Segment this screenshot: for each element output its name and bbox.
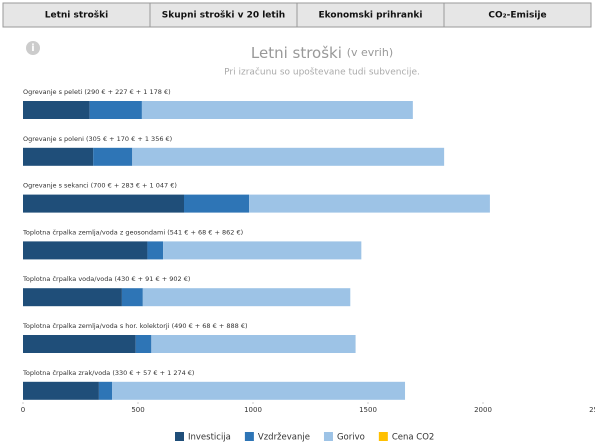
bar-segment: [151, 335, 356, 353]
legend-swatch[interactable]: [244, 432, 254, 441]
bar-segment: [23, 194, 184, 213]
category-label: Toplotna črpalka zemlja/voda z geosondam…: [22, 228, 243, 236]
info-icon[interactable]: [26, 41, 40, 55]
bar-segment: [23, 381, 99, 400]
x-tick-label: 1500: [359, 406, 377, 414]
bar-segment: [23, 241, 148, 260]
tab[interactable]: [443, 2, 592, 28]
x-tick-label: 1000: [244, 406, 262, 414]
chart-title: Letni stroški (v evrih): [251, 44, 393, 62]
legend-swatch[interactable]: [378, 432, 388, 441]
bar-segment: [89, 101, 142, 119]
chart-subtitle: Pri izračunu so upoštevane tudi subvenci…: [224, 67, 420, 78]
tab-label: Letni stroški: [45, 10, 108, 21]
tab-label: Ekonomski prihranki: [319, 11, 423, 21]
x-tick-label: 2000: [474, 406, 492, 414]
bar-segment: [249, 194, 490, 213]
bar-segment: [23, 335, 136, 353]
bar-segment: [98, 381, 113, 400]
legend-label[interactable]: Investicija: [188, 433, 231, 443]
x-tick-label: 2500: [589, 406, 595, 414]
title-main: Letni stroški: [251, 44, 342, 62]
legend-label[interactable]: Gorivo: [337, 433, 365, 443]
category-label: Ogrevanje s polenі (305 € + 170 € + 1 35…: [23, 135, 172, 143]
tab-label: Skupni stroški v 20 letih: [162, 10, 285, 21]
bar-segment: [93, 147, 133, 166]
bar-segment: [135, 335, 152, 353]
bar-segment: [141, 101, 413, 119]
legend-label[interactable]: Vzdrževanje: [258, 433, 310, 443]
bar-segment: [163, 241, 362, 260]
bar-segment: [121, 288, 143, 307]
legend-swatch[interactable]: [175, 432, 184, 441]
title-suffix: (v evrih): [347, 46, 393, 59]
category-label: Ogrevanje s peleti (290 € + 227 € + 1 17…: [23, 88, 171, 96]
bar-segment: [184, 194, 250, 213]
bar-segment: [142, 288, 351, 307]
category-label: Toplotna črpalka voda/voda (430 € + 91 €…: [22, 275, 190, 283]
bar-segment: [23, 101, 90, 119]
x-tick-label: 0: [21, 406, 25, 414]
info-glyph: i: [31, 43, 34, 54]
legend-swatch[interactable]: [323, 432, 333, 441]
bar-segment: [23, 147, 94, 166]
bar-segment: [112, 381, 406, 400]
bar-segment: [147, 241, 164, 260]
category-label: Toplotna črpalka zrak/voda (330 € + 57 €…: [22, 369, 194, 377]
category-label: Ogrevanje s sekanci (700 € + 283 € + 1 0…: [23, 182, 177, 190]
legend-label[interactable]: Cena CO2: [392, 433, 435, 443]
bar-segment: [23, 288, 122, 307]
tab[interactable]: [149, 2, 298, 28]
x-tick-label: 500: [131, 406, 144, 414]
bar-segment: [132, 147, 445, 166]
tab-label: CO₂-Emisije: [488, 11, 546, 21]
category-label: Toplotna črpalka zemlja/voda s hor. kole…: [22, 322, 248, 330]
